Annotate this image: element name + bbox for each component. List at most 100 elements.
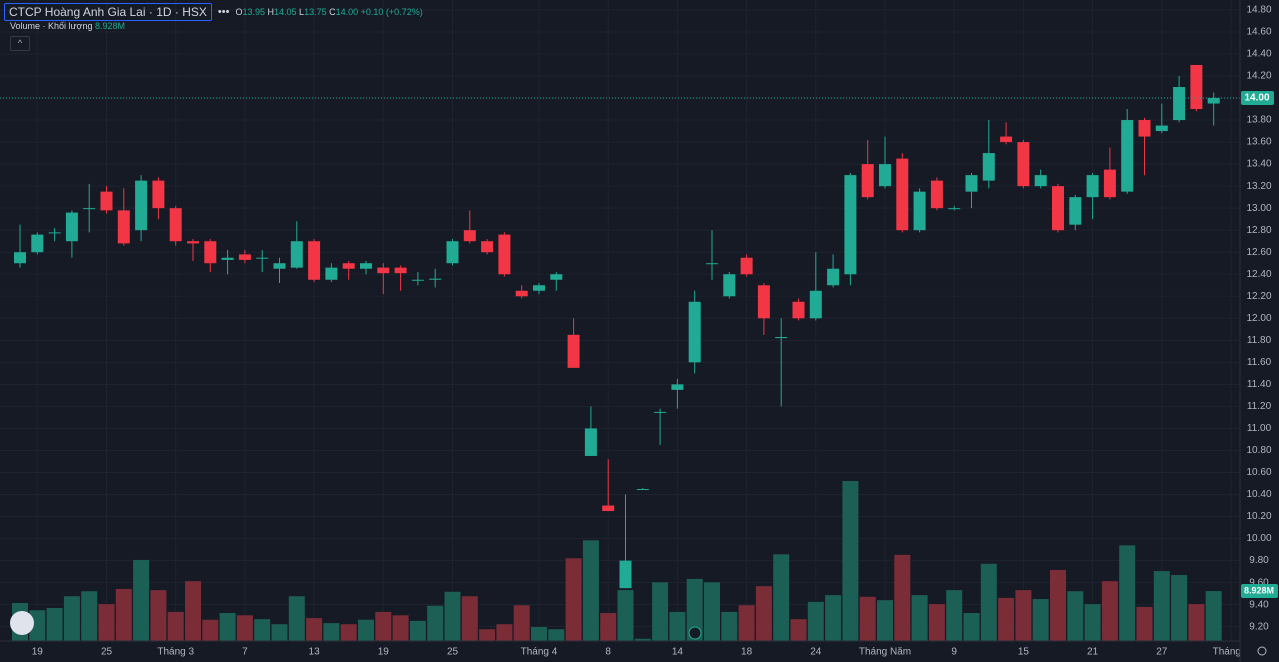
volume-bar	[721, 611, 738, 641]
volume-bar	[392, 615, 409, 641]
candle-body	[117, 210, 130, 244]
volume-bar	[115, 588, 132, 641]
volume-bar	[358, 619, 374, 641]
y-tick-label: 9.60	[1249, 577, 1269, 588]
candle-body	[930, 180, 943, 209]
volume-bar	[1205, 591, 1222, 641]
candle-body	[238, 254, 251, 260]
volume-bar	[946, 590, 963, 641]
h-value: 14.05	[274, 7, 297, 17]
candle-body	[377, 267, 390, 274]
y-tick-label: 11.20	[1247, 401, 1272, 412]
volume-bar	[911, 595, 928, 641]
candle-body	[671, 384, 684, 390]
y-tick-label: 13.60	[1246, 137, 1271, 148]
x-tick-label: 19	[32, 647, 44, 658]
candle-body	[256, 257, 269, 259]
y-tick-label: 13.40	[1246, 159, 1271, 170]
collapse-button[interactable]: ^	[10, 36, 30, 51]
ohlc: O13.95 H14.05 L13.75 C14.00 +0.10 (+0.72…	[235, 7, 422, 17]
volume-bar	[340, 624, 357, 641]
volume-bar	[531, 627, 547, 641]
y-tick-label: 13.20	[1246, 181, 1271, 192]
y-tick-label: 12.40	[1246, 269, 1271, 280]
candle-body	[308, 241, 321, 280]
x-tick-label: 25	[101, 647, 113, 658]
x-tick-label: 25	[447, 647, 459, 658]
x-tick-label: Tháng 6	[1213, 647, 1250, 658]
price-axis	[1240, 0, 1279, 662]
y-tick-label: 14.40	[1246, 49, 1271, 60]
volume-bar	[738, 605, 755, 641]
volume-bar	[236, 615, 253, 641]
candle-body	[706, 263, 718, 265]
volume-bar	[427, 605, 444, 641]
volume-bar	[306, 618, 323, 641]
o-label: O	[235, 7, 243, 17]
candle-body	[411, 279, 424, 281]
volume-bar	[1050, 569, 1066, 641]
candle-body	[1121, 120, 1134, 192]
candle-body	[360, 263, 372, 269]
h-label: H	[267, 7, 275, 17]
candle-body	[290, 241, 303, 268]
volume-bar	[928, 604, 945, 641]
volume-bar	[1188, 604, 1205, 641]
volume-bar	[1032, 599, 1049, 641]
volume-bar	[479, 629, 496, 641]
volume-bar	[1136, 606, 1153, 641]
volume-bar	[842, 481, 859, 641]
x-tick-label: 21	[1087, 647, 1099, 658]
l-label: L	[299, 7, 305, 17]
candle-body	[965, 175, 978, 192]
x-tick-label: 15	[1018, 647, 1030, 658]
candle-body	[463, 230, 476, 242]
candle-body	[654, 411, 667, 413]
y-tick-label: 10.60	[1246, 467, 1271, 478]
candle-body	[1000, 136, 1013, 143]
volume-bar	[185, 581, 201, 641]
volume-bar	[669, 611, 686, 641]
candle-body	[861, 164, 874, 198]
volume-bar	[807, 601, 824, 641]
symbol-title[interactable]: CTCP Hoàng Anh Gia Lai · 1D · HSX	[4, 3, 212, 21]
candle-body	[1052, 186, 1064, 231]
candle-body	[31, 234, 44, 253]
volume-bar	[790, 619, 807, 641]
volume-bar	[582, 540, 599, 641]
candle-body	[757, 285, 770, 319]
volume-bar	[980, 563, 997, 641]
volume-bar	[1067, 591, 1084, 641]
volume-bar	[825, 595, 842, 641]
volume-bar	[496, 624, 513, 641]
volume-bar	[375, 611, 392, 641]
more-button[interactable]: •••	[217, 6, 230, 18]
y-tick-label: 11.40	[1247, 379, 1272, 390]
y-tick-label: 12.60	[1246, 247, 1271, 258]
candle-body	[481, 241, 494, 253]
settings-gear	[1257, 646, 1267, 656]
volume-bar	[877, 600, 893, 641]
x-tick-label: Tháng 4	[521, 647, 558, 658]
volume-bar	[29, 610, 46, 641]
x-tick-label: 9	[951, 647, 957, 658]
volume-bar	[409, 620, 426, 641]
candle-body	[152, 180, 165, 209]
candle-body	[1069, 197, 1082, 225]
candle-body	[827, 268, 840, 286]
volume-bar	[133, 559, 150, 641]
candle-body	[65, 212, 78, 242]
event-marker	[688, 626, 702, 640]
y-tick-label: 9.80	[1249, 555, 1269, 566]
y-tick-label: 14.80	[1246, 5, 1271, 16]
candle-body	[688, 301, 701, 363]
x-tick-label: 18	[741, 647, 753, 658]
y-tick-label: 10.00	[1246, 533, 1271, 544]
candle-body	[740, 257, 753, 275]
tv-logo	[10, 611, 34, 635]
candle-body	[1173, 87, 1186, 121]
candle-body	[982, 153, 995, 181]
candle-body	[844, 175, 857, 275]
y-tick-label: 12.80	[1246, 225, 1271, 236]
x-tick-label: 7	[242, 647, 248, 658]
